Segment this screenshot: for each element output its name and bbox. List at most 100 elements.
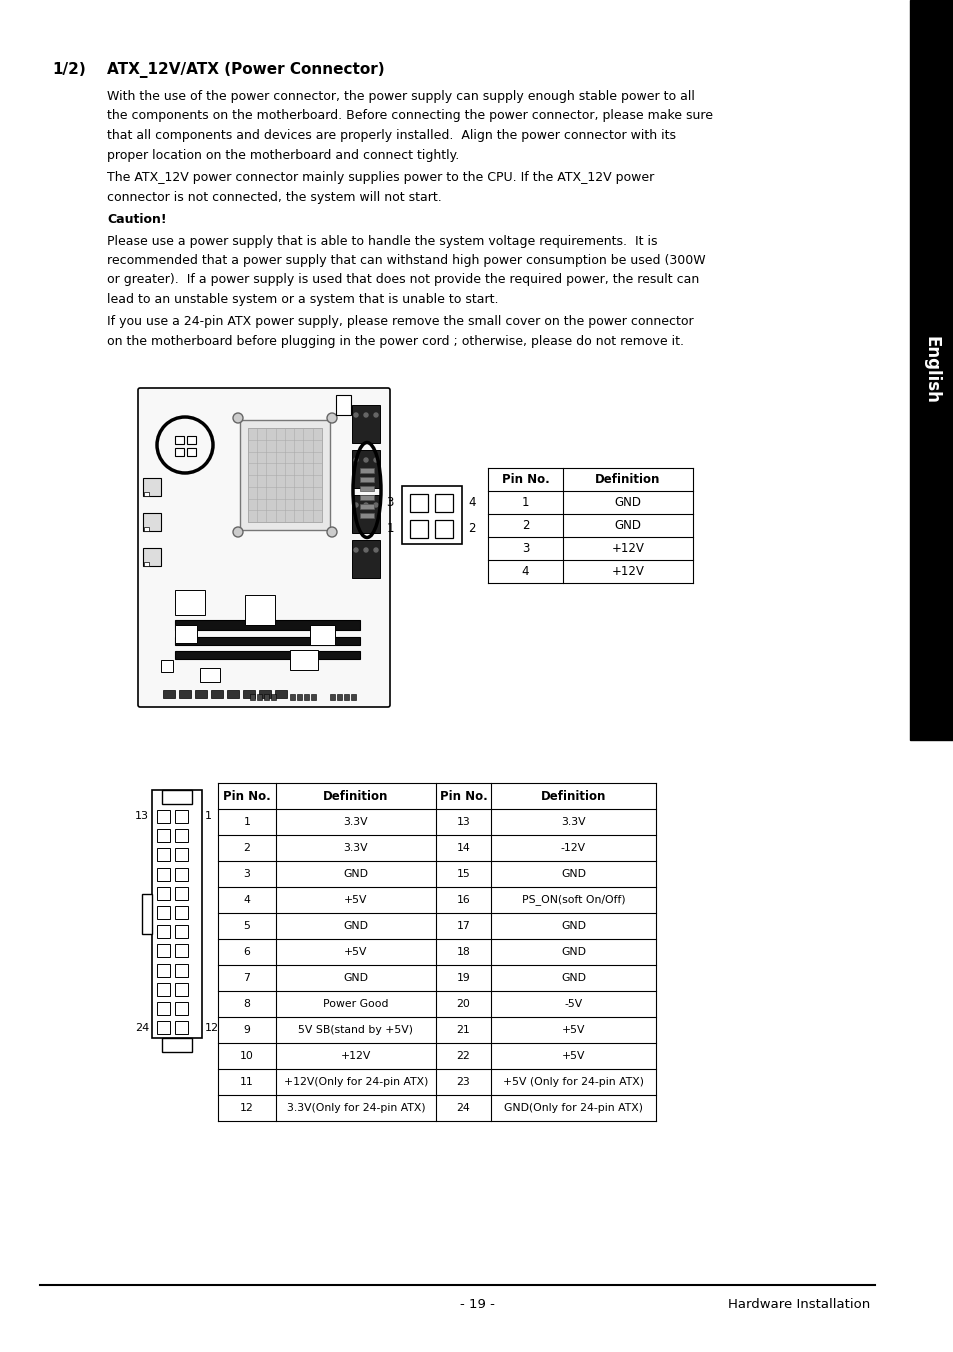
Text: 17: 17 (456, 921, 470, 932)
Text: +5V (Only for 24-pin ATX): +5V (Only for 24-pin ATX) (502, 1078, 643, 1087)
Bar (271, 694, 275, 700)
Text: +5V: +5V (561, 1051, 584, 1061)
Text: Definition: Definition (323, 790, 388, 803)
Bar (157, 810, 170, 823)
Bar (330, 694, 335, 700)
Text: 1: 1 (243, 817, 251, 827)
Text: +5V: +5V (344, 895, 367, 904)
Text: +12V: +12V (611, 542, 644, 556)
Bar (143, 479, 161, 496)
Circle shape (233, 527, 243, 537)
Bar (359, 477, 374, 483)
Bar (352, 450, 379, 488)
Bar (304, 694, 309, 700)
Text: 20: 20 (456, 999, 470, 1009)
Text: 5V SB(stand by +5V): 5V SB(stand by +5V) (298, 1025, 413, 1036)
Bar (144, 562, 149, 566)
Text: GND: GND (560, 869, 585, 879)
Bar (401, 485, 461, 544)
Circle shape (364, 548, 368, 552)
Bar (352, 539, 379, 579)
Bar (352, 406, 379, 443)
Text: GND: GND (560, 946, 585, 957)
Bar (351, 694, 355, 700)
Circle shape (364, 412, 368, 416)
Bar (352, 495, 379, 533)
Bar (335, 395, 351, 415)
Bar (290, 694, 294, 700)
Text: 3: 3 (521, 542, 529, 556)
Text: 5: 5 (243, 921, 251, 932)
Bar (157, 887, 170, 900)
Bar (174, 1021, 188, 1034)
Bar (174, 589, 205, 615)
Bar (359, 512, 374, 518)
Text: Pin No.: Pin No. (223, 790, 271, 803)
Bar (359, 504, 374, 508)
Text: GND: GND (614, 519, 640, 531)
Bar (143, 512, 161, 531)
Bar (274, 690, 287, 698)
Bar (435, 493, 453, 512)
Text: Definition: Definition (595, 473, 660, 485)
Text: 24: 24 (456, 1103, 470, 1113)
Bar (163, 690, 174, 698)
Bar (359, 495, 374, 500)
Bar (174, 925, 188, 938)
Text: the components on the motherboard. Before connecting the power connector, please: the components on the motherboard. Befor… (107, 110, 712, 123)
Bar (162, 790, 192, 804)
Circle shape (327, 412, 336, 423)
Bar (250, 694, 254, 700)
Bar (174, 810, 188, 823)
Circle shape (364, 458, 368, 462)
Text: GND: GND (614, 496, 640, 508)
Text: Power Good: Power Good (323, 999, 388, 1009)
Bar (311, 694, 315, 700)
Circle shape (374, 503, 377, 507)
Text: PS_ON(soft On/Off): PS_ON(soft On/Off) (521, 895, 624, 906)
Text: recommended that a power supply that can withstand high power consumption be use: recommended that a power supply that can… (107, 254, 705, 266)
Text: GND: GND (343, 973, 368, 983)
Text: -12V: -12V (560, 844, 585, 853)
Text: 14: 14 (456, 844, 470, 853)
Bar (143, 548, 161, 566)
Bar (174, 945, 188, 957)
Text: 12: 12 (205, 1023, 219, 1033)
Bar (174, 1002, 188, 1015)
Text: 3.3V: 3.3V (343, 817, 368, 827)
Bar (174, 906, 188, 919)
Text: 1/2): 1/2) (52, 62, 86, 77)
Bar (187, 435, 195, 443)
Circle shape (374, 458, 377, 462)
Bar (174, 964, 188, 976)
Bar (174, 621, 359, 630)
FancyBboxPatch shape (138, 388, 390, 707)
Bar (245, 595, 274, 625)
Text: If you use a 24-pin ATX power supply, please remove the small cover on the power: If you use a 24-pin ATX power supply, pl… (107, 315, 693, 329)
Bar (161, 660, 172, 672)
Text: 7: 7 (243, 973, 251, 983)
Text: Definition: Definition (540, 790, 605, 803)
Text: 1: 1 (386, 522, 394, 535)
Circle shape (354, 548, 357, 552)
Bar (187, 448, 195, 456)
Circle shape (374, 412, 377, 416)
Text: 1: 1 (521, 496, 529, 508)
Bar (157, 1002, 170, 1015)
Text: 23: 23 (456, 1078, 470, 1087)
Text: 15: 15 (456, 869, 470, 879)
Bar (162, 1038, 192, 1052)
Text: 3: 3 (386, 496, 394, 510)
Circle shape (233, 412, 243, 423)
Bar (359, 468, 374, 473)
Text: 9: 9 (243, 1025, 251, 1036)
Text: that all components and devices are properly installed.  Align the power connect: that all components and devices are prop… (107, 128, 676, 142)
Text: proper location on the motherboard and connect tightly.: proper location on the motherboard and c… (107, 149, 458, 161)
Bar (157, 906, 170, 919)
Text: 3.3V(Only for 24-pin ATX): 3.3V(Only for 24-pin ATX) (287, 1103, 425, 1113)
Text: 12: 12 (240, 1103, 253, 1113)
Bar (157, 983, 170, 996)
Bar (144, 527, 149, 531)
Bar (194, 690, 207, 698)
Bar (174, 849, 188, 861)
